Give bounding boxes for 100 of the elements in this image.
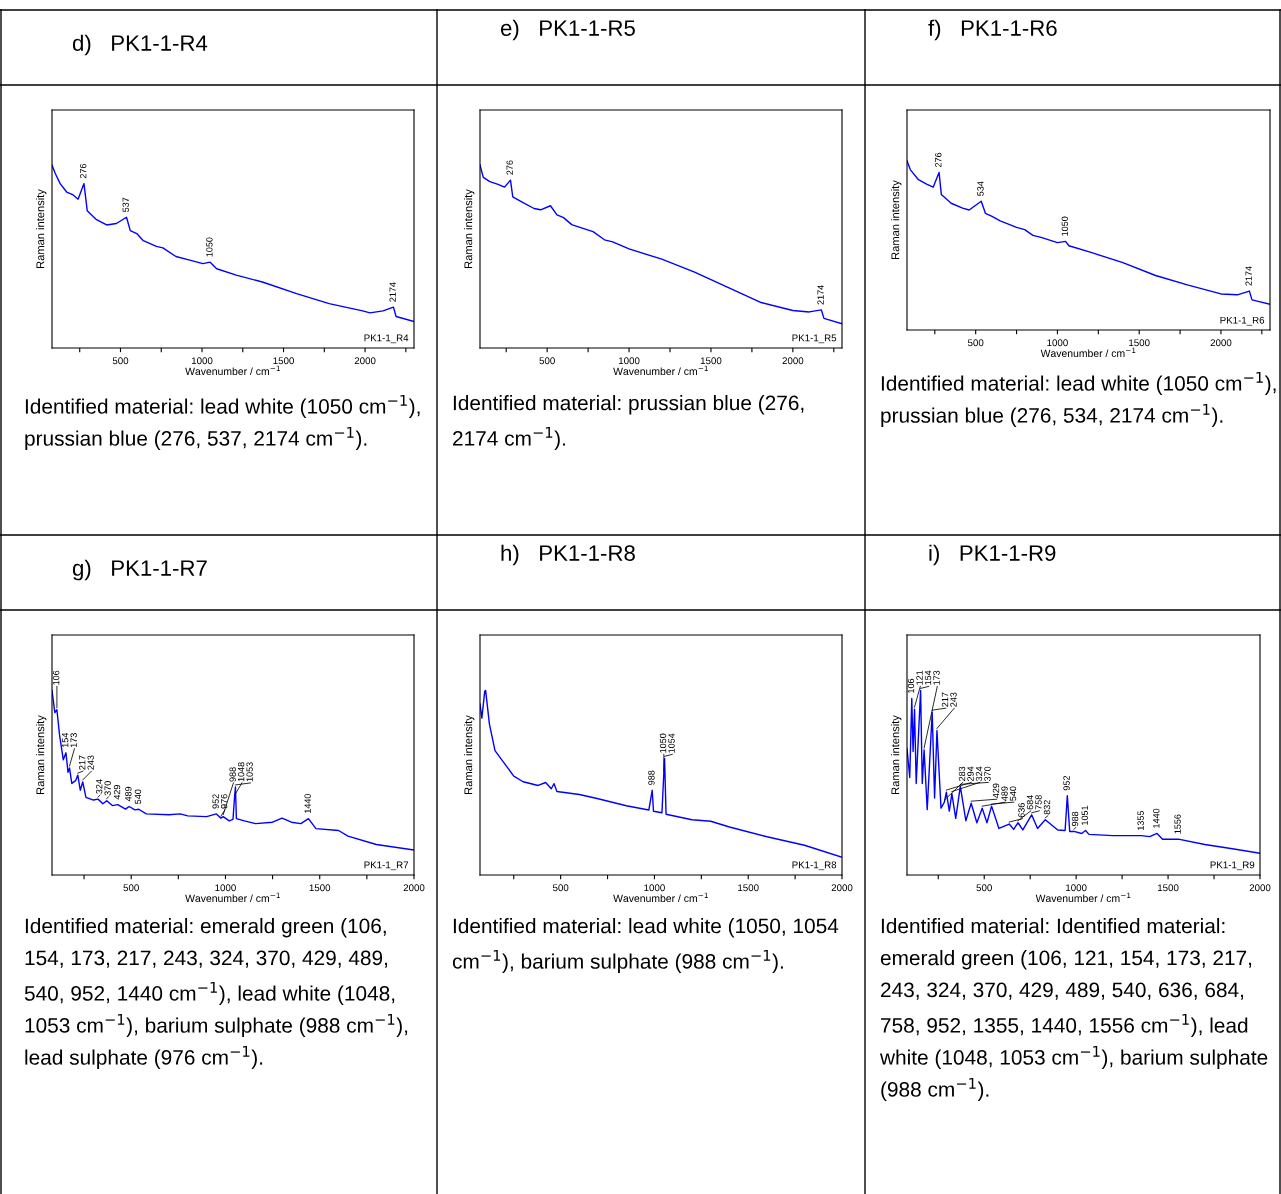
annotation: 294 [967,766,974,781]
x-tick-label: 2000 [403,884,425,892]
annotation: 534 [977,181,984,196]
x-axis-title: Wavenumber / cm$^{−1}$ [185,365,280,376]
y-axis-title: Raman intensity [464,189,475,268]
x-tick-label: 1500 [309,884,331,892]
annotation: 537 [122,197,129,212]
annotation: 952 [212,794,219,809]
annotation: 173 [933,670,940,685]
x-axis-title: Wavenumber / cm$^{−1}$ [185,892,280,903]
x-tick-label: 1000 [618,357,640,365]
annotation: 2174 [389,282,396,302]
chart-title: f) PK1-1-R6 [928,19,1057,41]
annotation: PK1-1_R6 [1220,316,1265,326]
annotation: 1050 [206,237,213,257]
x-tick-label: 1500 [1129,339,1150,347]
x-tick-label: 1500 [738,884,759,892]
annotation: PK1-1_R4 [364,334,409,344]
x-tick-label: 500 [123,884,139,892]
annotation: 636 [1018,803,1025,818]
x-tick-label: 1000 [1066,884,1087,892]
annotation: 540 [1009,786,1017,801]
annotation: 217 [941,692,949,707]
annotation: 324 [975,766,983,782]
annotation: 832 [1043,800,1051,815]
y-axis-title: Raman intensity [464,715,475,794]
chart-title: i) PK1-1-R9 [929,544,1056,566]
annotation: 988 [1071,811,1079,827]
annotation: 276 [935,152,942,167]
y-axis-title: Raman intensity [891,180,902,259]
x-tick-label: 500 [552,884,569,892]
chart-title: d) PK1-1-R4 [72,34,208,56]
annotation: 1048 [237,762,245,782]
annotation: 370 [984,766,991,782]
annotation: 1440 [304,793,311,813]
annotation: 429 [113,785,121,800]
annotation: 1050 [1061,216,1069,236]
x-axis-title: Wavenumber / cm$^{−1}$ [1040,347,1136,358]
annotation: 2174 [817,285,824,305]
annotation: 540 [134,789,142,804]
annotation: PK1-1_R7 [364,861,409,871]
annotation: 1556 [1174,814,1181,834]
x-tick-label: 2000 [782,357,804,365]
x-axis-title: Wavenumber / cm$^{−1}$ [613,892,708,903]
x-tick-label: 500 [976,884,992,892]
x-tick-label: 1500 [273,357,294,365]
annotation: 324 [95,779,103,794]
annotation: 1440 [1153,808,1160,828]
chart-title: h) PK1-1-R8 [501,544,635,566]
y-axis-title: Raman intensity [891,715,902,794]
annotation: 1053 [246,762,253,782]
annotation: PK1-1_R5 [792,334,837,344]
annotation: 2174 [1245,266,1252,286]
x-tick-label: 500 [539,357,555,365]
y-axis-title: Raman intensity [36,715,47,794]
x-tick-label: 1000 [1047,339,1068,347]
annotation: PK1-1_R8 [792,861,837,871]
annotation: 217 [78,755,86,770]
x-tick-label: 2000 [1249,884,1271,892]
annotation: 173 [70,733,77,748]
x-axis-title: Wavenumber / cm$^{−1}$ [1035,892,1131,903]
annotation: 106 [52,670,60,685]
chart-title: e) PK1-1-R5 [500,19,635,41]
annotation: 121 [916,670,923,685]
text: Identified material: Identified material: emerald green (106, 121, 154, 173, 217, 243, 324, 370, 429, 489, 540, 636, 684, 758, 952, 1355, 1440, 1556 cm$^{−1}$), lead white (1048, 1053 cm$^{−1}$), barium sulphate (988 cm$^{−1}$). [879,918,1268,1101]
x-tick-label: 2000 [354,357,376,365]
annotation: 988 [229,767,236,782]
annotation: 684 [1026,795,1034,810]
annotation: 1355 [1137,810,1144,830]
annotation: 1051 [1081,805,1088,825]
text: Identified material: lead white (1050 cm$^{−1}$), prussian blue (276, 534, 2174 cm$^{−1}$). [881,372,1276,427]
annotation: 370 [104,781,111,796]
x-tick-label: 2000 [1210,339,1232,347]
annotation: 1050 [659,733,667,753]
annotation: 976 [220,794,228,809]
x-tick-label: 2000 [831,884,853,892]
annotation: 154 [924,670,932,685]
y-axis-title: Raman intensity [36,189,47,268]
text: Identified material: lead white (1050, 1054 cm$^{−1}$), barium sulphate (988 cm$^{−1}$). [452,918,839,973]
annotation: 489 [125,786,132,802]
x-tick-label: 1000 [644,884,665,892]
chart-title: g) PK1-1-R7 [72,559,207,581]
annotation: 1054 [668,733,675,753]
annotation: 952 [1063,776,1070,791]
annotation: PK1-1_R9 [1210,861,1255,871]
annotation: 489 [1001,786,1008,801]
annotation: 106 [907,678,915,693]
annotation: 276 [506,160,513,175]
x-tick-label: 1000 [215,884,236,892]
annotation: 154 [62,732,69,748]
x-tick-label: 1500 [700,357,722,365]
annotation: 243 [87,755,94,770]
annotation: 988 [648,770,655,785]
text: Identified material: prussian blue (276, 2174 cm$^{−1}$). [453,395,804,450]
annotation: 283 [958,766,966,781]
x-tick-label: 1000 [191,357,213,365]
annotation: 243 [950,692,957,707]
annotation: 758 [1035,795,1042,810]
x-tick-label: 500 [967,339,984,347]
text: Identified material: emerald green (106, 154, 173, 217, 243, 324, 370, 429, 489, 540, 952, 1440 cm$^{−1}$), lead white (1048, 1053 cm$^{−1}$), barium sulphate (988 cm$^{−1}$), lead sulphate (976 cm$^{−1}$). [24,918,408,1069]
